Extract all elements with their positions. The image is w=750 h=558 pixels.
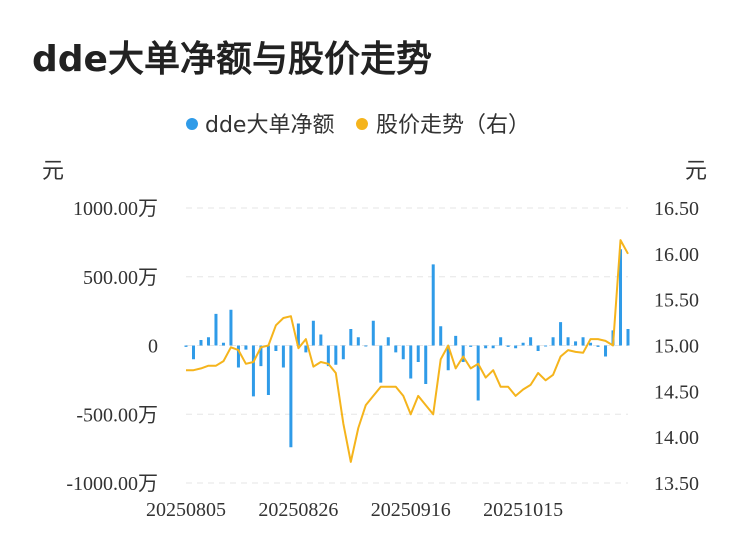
dde-bar <box>461 345 465 362</box>
dde-bar <box>626 329 630 346</box>
left-axis: 1000.00万 500.00万 0 -500.00万 -1000.00万 <box>66 198 158 495</box>
dde-bar <box>431 264 435 346</box>
dde-bar <box>334 345 338 365</box>
legend-marker-dde <box>186 118 198 130</box>
dde-bar <box>394 345 398 353</box>
dde-bar <box>296 323 300 346</box>
dde-bar <box>484 345 488 349</box>
dde-bar <box>559 322 563 346</box>
dde-bar <box>326 345 330 367</box>
dde-bar <box>199 340 203 346</box>
grid-lines <box>186 207 628 484</box>
x-tick-label: 20250916 <box>371 499 451 521</box>
dde-bar <box>304 345 308 353</box>
dde-bar <box>281 345 285 368</box>
dde-bar <box>551 337 555 346</box>
dde-bar <box>454 335 458 346</box>
right-tick-label: 14.00 <box>654 427 699 449</box>
x-tick-label: 20251015 <box>483 499 563 521</box>
dde-bar <box>191 345 195 360</box>
legend-label-price: 股价走势（右） <box>376 113 530 138</box>
dde-bar <box>401 345 405 360</box>
dde-bar <box>439 326 443 346</box>
dde-bar <box>514 345 518 349</box>
dde-bar <box>619 249 623 346</box>
legend-label-dde: dde大单净额 <box>205 113 334 138</box>
right-tick-label: 15.00 <box>654 336 699 358</box>
x-tick-label: 20250826 <box>258 499 338 521</box>
dde-bar <box>529 337 533 346</box>
dde-bar <box>566 337 570 346</box>
x-axis: 20250805 20250826 20250916 20251015 <box>146 499 563 521</box>
dde-bar <box>491 345 495 349</box>
dde-bar <box>311 320 315 346</box>
left-tick-label: 500.00万 <box>83 267 158 289</box>
dde-bar <box>476 345 480 401</box>
price-line-group <box>186 239 629 463</box>
dde-bar <box>409 345 413 379</box>
right-tick-label: 13.50 <box>654 473 699 495</box>
dde-bar <box>266 345 270 395</box>
dde-bar <box>581 337 585 346</box>
chart-title: dde大单净额与股价走势 <box>32 39 432 80</box>
dde-bar <box>371 320 375 346</box>
left-tick-label: 1000.00万 <box>73 198 158 220</box>
price-line <box>186 239 629 463</box>
legend[interactable]: dde大单净额 股价走势（右） <box>186 113 530 138</box>
dde-bar <box>596 345 600 347</box>
dde-bar <box>521 342 525 346</box>
dde-bar <box>236 345 240 368</box>
dde-bar <box>349 329 353 346</box>
dde-bar <box>221 342 225 346</box>
right-tick-label: 14.50 <box>654 381 699 403</box>
dde-bar <box>424 345 428 384</box>
dde-bar <box>214 313 218 346</box>
left-axis-unit: 元 <box>42 159 64 184</box>
dde-bar <box>499 337 503 346</box>
dde-bar <box>589 342 593 346</box>
dde-bar <box>206 337 210 346</box>
right-axis: 16.50 16.00 15.50 15.00 14.50 14.00 13.50 <box>654 198 699 495</box>
dde-bar <box>274 345 278 351</box>
left-tick-label: -500.00万 <box>76 404 158 426</box>
dde-bar <box>544 345 548 347</box>
dde-bar <box>506 345 510 347</box>
dde-bar <box>379 345 383 383</box>
dde-bar <box>604 345 608 357</box>
right-tick-label: 16.00 <box>654 244 699 266</box>
left-tick-label: 0 <box>148 336 158 358</box>
dde-bar <box>386 337 390 346</box>
right-tick-label: 16.50 <box>654 198 699 220</box>
dde-bar <box>289 345 293 448</box>
legend-marker-price <box>356 118 368 130</box>
dde-bar <box>469 345 473 347</box>
dde-bar <box>416 345 420 362</box>
dde-bar <box>229 309 233 346</box>
right-axis-unit: 元 <box>685 159 707 184</box>
dde-bar <box>244 345 248 350</box>
dde-bar <box>251 345 255 397</box>
dde-bar <box>341 345 345 360</box>
dde-bar <box>536 345 540 351</box>
dde-bar <box>446 345 450 371</box>
dde-bar <box>574 341 578 346</box>
dde-bar <box>184 345 188 347</box>
x-tick-label: 20250805 <box>146 499 226 521</box>
dde-bar <box>259 345 263 367</box>
left-tick-label: -1000.00万 <box>66 473 158 495</box>
dde-bar <box>319 334 323 346</box>
dde-bar <box>356 337 360 346</box>
dde-bars <box>184 249 630 448</box>
right-tick-label: 15.50 <box>654 290 699 312</box>
dde-bar <box>364 345 368 347</box>
